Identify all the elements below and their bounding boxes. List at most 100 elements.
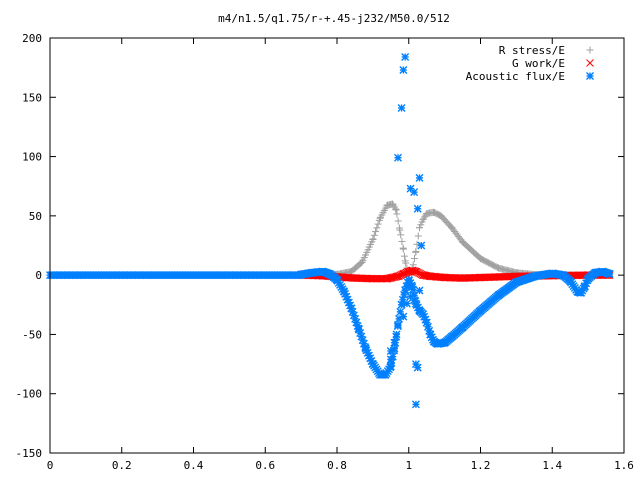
data-point — [410, 296, 419, 305]
data-point — [381, 370, 390, 379]
data-point — [347, 304, 356, 313]
y-tick-label: 200 — [22, 32, 42, 45]
data-marker — [372, 228, 380, 236]
data-point — [361, 344, 370, 353]
data-marker — [396, 307, 405, 316]
series-layer — [46, 52, 614, 409]
data-point — [413, 204, 422, 213]
data-point — [448, 224, 456, 232]
data-point — [416, 224, 424, 232]
y-tick-label: -50 — [22, 328, 42, 341]
data-point — [417, 241, 426, 250]
data-point — [401, 257, 409, 265]
data-point — [351, 274, 359, 282]
data-point — [394, 272, 402, 281]
data-point — [458, 323, 467, 332]
data-point — [393, 320, 402, 329]
data-point — [369, 236, 377, 244]
data-point — [369, 274, 377, 283]
data-point — [340, 287, 349, 296]
data-point — [548, 269, 557, 278]
data-point — [325, 269, 334, 278]
data-point — [383, 274, 392, 283]
data-point — [477, 255, 484, 263]
data-point — [412, 267, 420, 276]
y-tick-label: -150 — [16, 447, 43, 460]
data-point — [423, 209, 431, 217]
data-point — [399, 312, 408, 321]
legend-marker — [586, 72, 594, 80]
data-point — [580, 283, 589, 291]
x-tick-label: 0 — [47, 459, 54, 472]
data-point — [411, 400, 420, 409]
data-point — [401, 52, 410, 61]
legend-label: Acoustic flux/E — [466, 70, 565, 83]
data-point — [386, 347, 395, 356]
data-point — [396, 226, 404, 234]
x-tick-label: 1 — [405, 459, 412, 472]
data-point — [354, 324, 363, 333]
data-point — [559, 271, 568, 280]
data-point — [404, 275, 413, 284]
data-point — [397, 103, 406, 112]
series-1 — [315, 200, 614, 279]
data-point — [389, 200, 397, 208]
data-marker — [409, 261, 417, 269]
legend-label: G work/E — [512, 57, 565, 70]
data-marker — [417, 221, 425, 229]
data-point — [459, 238, 467, 246]
data-point — [376, 214, 384, 222]
data-point — [584, 274, 593, 283]
data-marker — [414, 232, 422, 240]
y-tick-label: 0 — [35, 269, 42, 282]
data-point — [392, 332, 401, 341]
data-point — [440, 338, 449, 347]
data-marker — [400, 252, 408, 260]
data-point — [393, 153, 402, 162]
legend-marker — [586, 59, 594, 67]
data-point — [476, 273, 485, 282]
data-point — [433, 339, 442, 348]
y-tick-label: -100 — [16, 388, 43, 401]
data-point — [358, 258, 366, 266]
data-marker — [370, 231, 378, 239]
data-point — [415, 173, 424, 182]
data-point — [576, 288, 585, 297]
data-point — [605, 269, 614, 278]
data-point — [347, 268, 355, 276]
legend-label: R stress/E — [499, 44, 565, 57]
data-point — [399, 66, 408, 75]
data-point — [598, 267, 607, 276]
x-tick-label: 1.6 — [614, 459, 634, 472]
data-point — [402, 299, 411, 308]
data-marker — [393, 210, 401, 218]
data-point — [399, 245, 407, 253]
y-tick-label: 150 — [22, 91, 42, 104]
data-marker — [397, 231, 405, 239]
data-point — [430, 208, 438, 216]
data-point — [390, 338, 399, 347]
data-point — [591, 268, 600, 277]
data-point — [413, 363, 422, 372]
data-point — [333, 275, 341, 284]
data-point — [426, 272, 435, 281]
data-point — [530, 272, 539, 281]
data-point — [415, 286, 424, 295]
data-point — [383, 201, 391, 209]
x-tick-label: 0.2 — [112, 459, 132, 472]
x-tick-label: 0.4 — [184, 459, 204, 472]
chart-title: m4/n1.5/q1.75/r-+.45-j232/M50.0/512 — [218, 12, 450, 25]
y-tick-label: 50 — [29, 210, 42, 223]
data-point — [307, 268, 316, 277]
data-point — [368, 360, 377, 369]
data-point — [437, 212, 445, 220]
data-point — [408, 283, 417, 291]
data-point — [494, 291, 503, 300]
data-point — [386, 362, 395, 371]
series-3 — [46, 52, 614, 409]
data-point — [412, 247, 420, 255]
data-marker — [351, 314, 360, 323]
axis-ticks: 0 0.2 0.4 0.6 0.8 1 1.2 1.4 1.6 -150 -100 -50 0 50 100… — [16, 32, 634, 472]
